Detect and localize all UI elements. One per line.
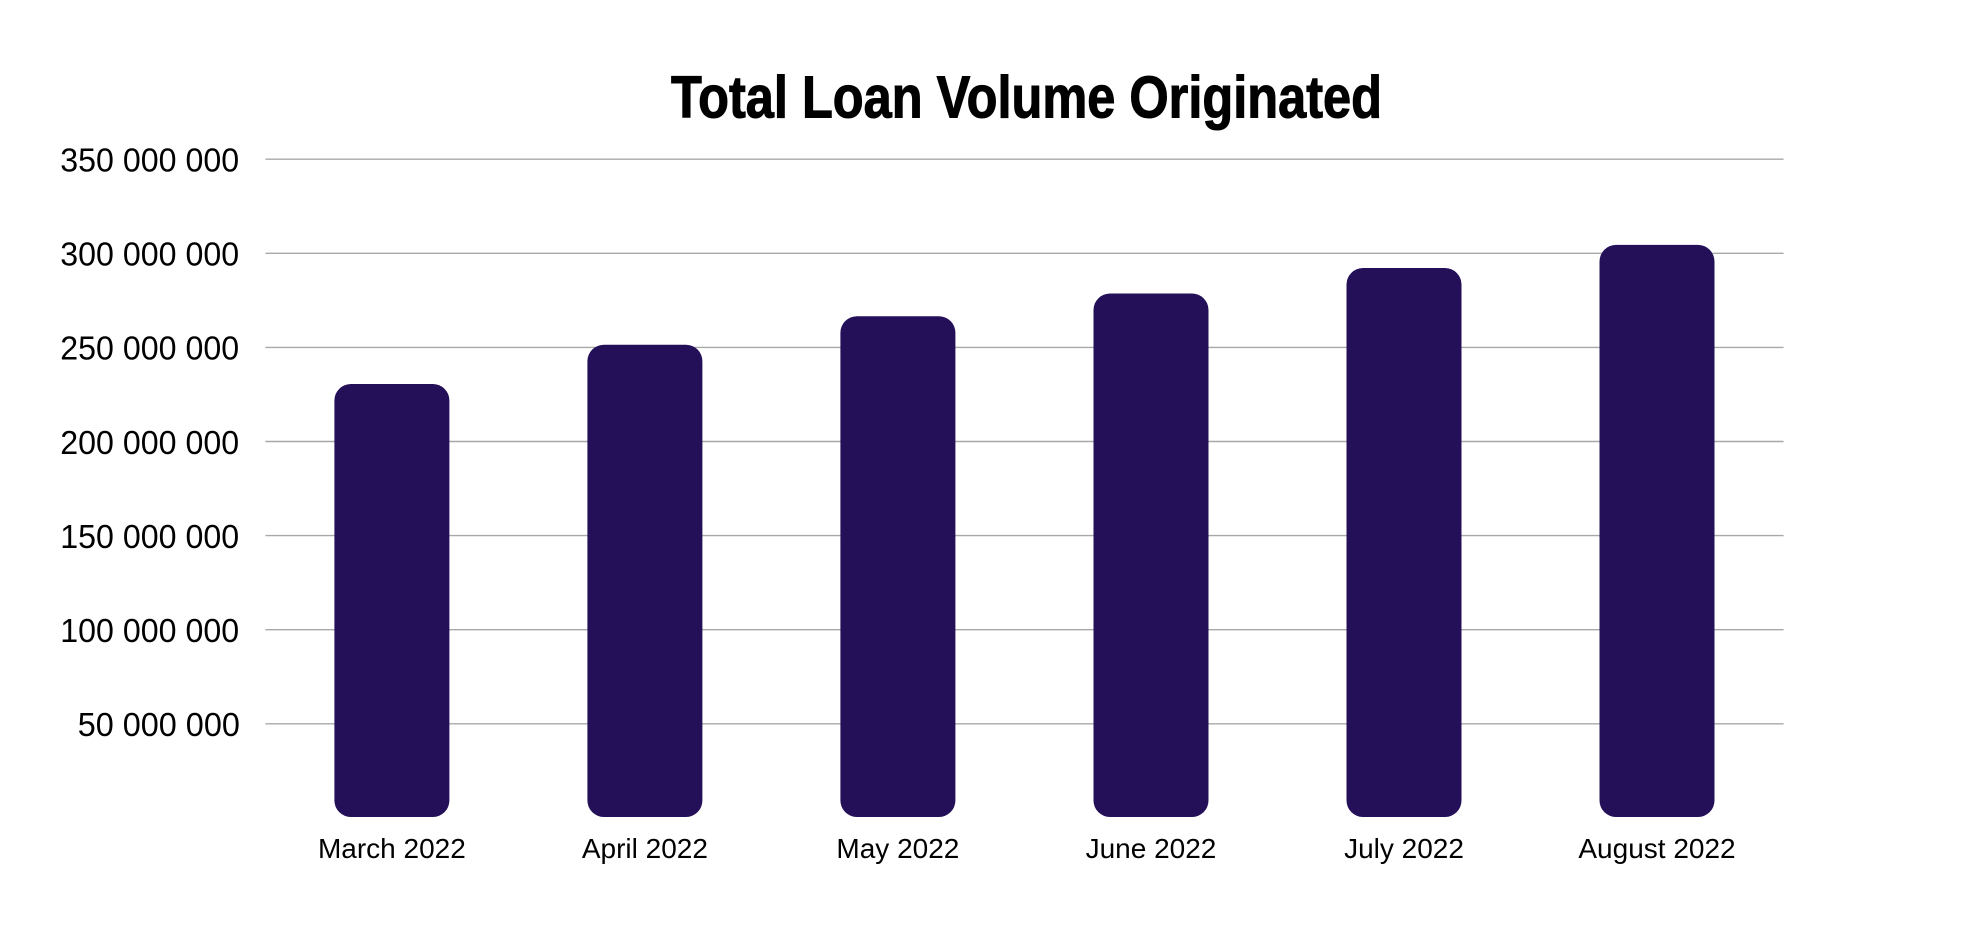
svg-text:200 000 000: 200 000 000 [60, 424, 239, 461]
svg-text:100 000 000: 100 000 000 [60, 612, 239, 649]
svg-text:250 000 000: 250 000 000 [60, 330, 239, 367]
svg-text:Total Loan Volume Originated: Total Loan Volume Originated [671, 65, 1382, 131]
svg-text:150 000 000: 150 000 000 [60, 518, 239, 555]
svg-text:350 000 000: 350 000 000 [60, 142, 239, 179]
svg-text:April 2022: April 2022 [582, 833, 708, 864]
svg-text:50 000 000: 50 000 000 [78, 706, 240, 743]
svg-text:May 2022: May 2022 [836, 833, 959, 864]
svg-text:August 2022: August 2022 [1578, 833, 1735, 864]
svg-text:June 2022: June 2022 [1086, 833, 1217, 864]
svg-text:July 2022: July 2022 [1344, 833, 1464, 864]
svg-text:March 2022: March 2022 [318, 833, 466, 864]
svg-text:300 000 000: 300 000 000 [60, 236, 239, 273]
